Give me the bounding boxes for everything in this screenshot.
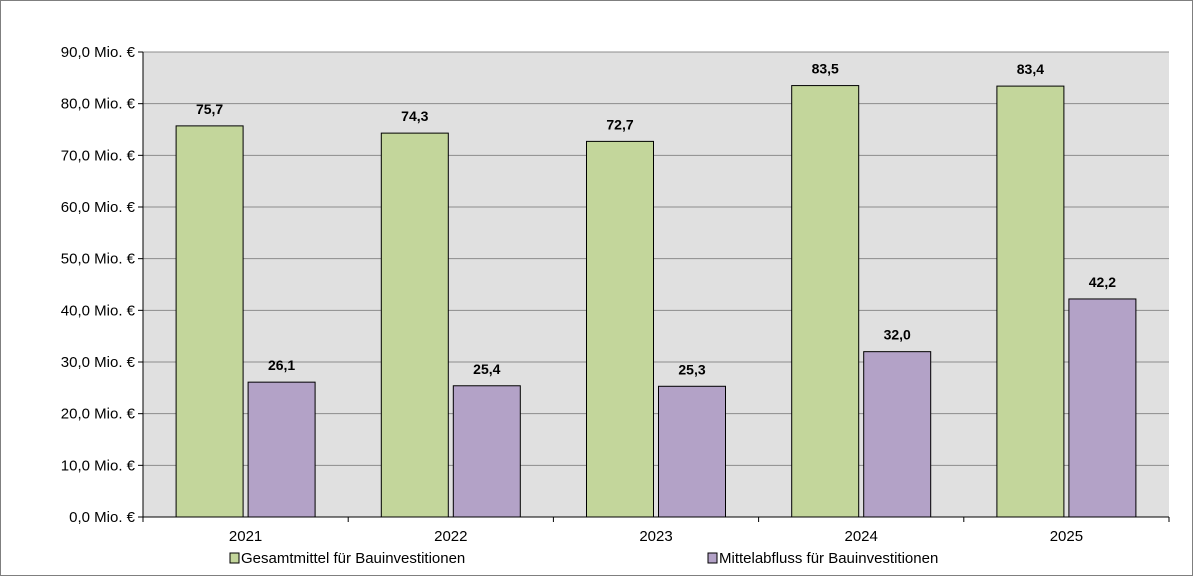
y-tick-label: 10,0 Mio. € [61, 457, 136, 474]
y-axis: 0,0 Mio. € 10,0 Mio. € 20,0 Mio. € 30,0 Mio… [61, 44, 144, 526]
x-tick-label: 2021 [229, 528, 262, 545]
x-tick-label: 2025 [1050, 528, 1083, 545]
data-label: 42,2 [1089, 274, 1116, 290]
bar-gesamtmittel-2023 [586, 140, 654, 518]
x-tick-label: 2024 [845, 528, 878, 545]
data-label: 25,4 [473, 361, 500, 377]
bar-mittelabfluss-2021 [247, 381, 316, 518]
bar-gesamtmittel-2021 [175, 125, 244, 518]
data-label: 26,1 [268, 357, 295, 373]
legend: Gesamtmittel für Bauinvestitionen Mittela… [229, 550, 938, 567]
y-tick-label: 50,0 Mio. € [61, 251, 136, 268]
x-tick-label: 2023 [639, 528, 672, 545]
data-label: 72,7 [606, 116, 633, 132]
y-tick-label: 90,0 Mio. € [61, 44, 136, 61]
bar-mittelabfluss-2022 [452, 385, 521, 518]
y-tick-label: 70,0 Mio. € [61, 147, 136, 164]
y-tick-label: 80,0 Mio. € [61, 96, 136, 113]
data-label: 75,7 [196, 101, 223, 117]
y-tick-label: 0,0 Mio. € [69, 509, 136, 526]
data-label: 74,3 [401, 108, 428, 124]
data-label: 25,3 [678, 361, 705, 377]
bar-mittelabfluss-2023 [658, 385, 726, 518]
bar-mittelabfluss-2025 [1068, 298, 1137, 518]
bar-gesamtmittel-2025 [996, 85, 1065, 518]
bar-gesamtmittel-2024 [791, 85, 860, 518]
bars: 75,7 26,1 74,3 25,4 72,7 25,3 83,5 32,0 83,4 42,2 [175, 61, 1137, 518]
x-axis: 2021 2022 2023 2024 2025 [142, 516, 1170, 545]
legend-swatch [229, 552, 240, 564]
legend-label: Mittelabfluss für Bauinvestitionen [719, 550, 938, 567]
legend-swatch [707, 552, 718, 564]
data-label: 83,4 [1017, 61, 1044, 77]
y-tick-label: 40,0 Mio. € [61, 302, 136, 319]
y-tick-label: 60,0 Mio. € [61, 199, 136, 216]
y-tick-label: 30,0 Mio. € [61, 354, 136, 371]
bar-gesamtmittel-2022 [380, 132, 449, 518]
data-label: 83,5 [812, 61, 839, 77]
bar-mittelabfluss-2024 [863, 351, 932, 518]
y-tick-label: 20,0 Mio. € [61, 406, 136, 423]
data-label: 32,0 [884, 327, 911, 343]
legend-label: Gesamtmittel für Bauinvestitionen [241, 550, 465, 567]
x-tick-label: 2022 [434, 528, 467, 545]
